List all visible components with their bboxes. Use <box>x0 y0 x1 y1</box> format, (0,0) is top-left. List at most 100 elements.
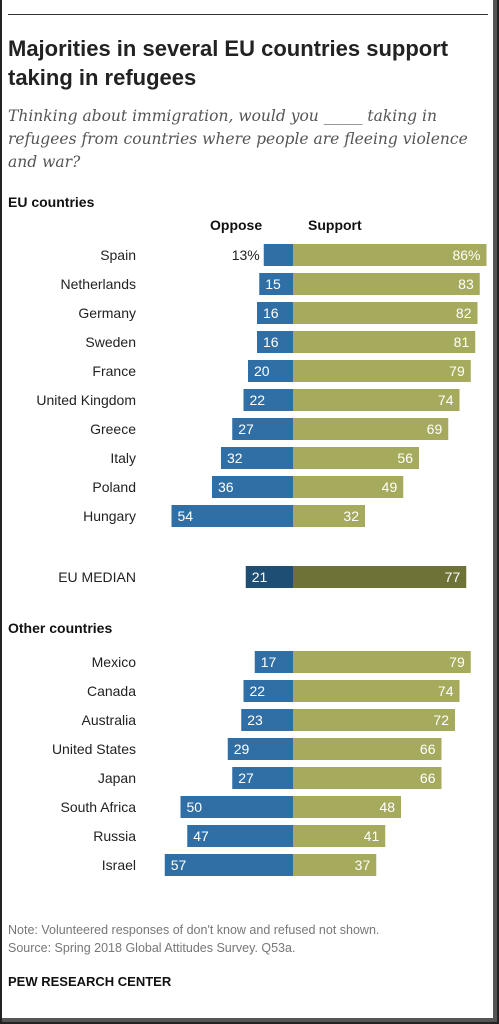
oppose-value-israel: 57 <box>171 857 187 873</box>
support-bar-hungary <box>293 505 365 527</box>
oppose-value-mexico: 17 <box>261 654 277 670</box>
oppose-value-russia: 47 <box>193 828 209 844</box>
row-label-germany: Germany <box>78 305 136 321</box>
oppose-bar-hungary <box>171 505 293 527</box>
support-value-hungary: 32 <box>343 508 359 524</box>
oppose-bar-netherlands <box>259 273 293 295</box>
support-value-netherlands: 83 <box>458 276 474 292</box>
support-bar-italy <box>293 447 419 469</box>
support-bar-eu-median <box>293 566 467 588</box>
oppose-bar-sweden <box>257 331 293 353</box>
row-label-united-states: United States <box>52 741 136 757</box>
support-value-mexico: 79 <box>449 654 465 670</box>
oppose-bar-greece <box>232 418 293 440</box>
support-bar-canada <box>293 680 460 702</box>
row-label-russia: Russia <box>93 828 136 844</box>
oppose-bar-poland <box>212 476 293 498</box>
diverging-bar-chart: Spain 13% 86% Netherlands 15 83 Germany 16 82 Swe… <box>36 244 487 876</box>
support-value-australia: 72 <box>433 712 449 728</box>
row-label-hungary: Hungary <box>83 508 136 524</box>
support-bar-netherlands <box>293 273 480 295</box>
support-bar-russia <box>293 825 386 847</box>
support-bar-united-kingdom <box>293 389 460 411</box>
oppose-value-hungary: 54 <box>178 508 194 524</box>
row-label-netherlands: Netherlands <box>61 276 137 292</box>
row-label-spain: Spain <box>100 247 136 263</box>
support-value-france: 79 <box>449 363 465 379</box>
support-value-sweden: 81 <box>454 334 470 350</box>
support-value-italy: 56 <box>397 450 413 466</box>
oppose-bar-japan <box>232 767 293 789</box>
support-bar-japan <box>293 767 442 789</box>
oppose-bar-israel <box>164 854 293 876</box>
section-heading-other: Other countries <box>8 620 113 636</box>
support-bar-greece <box>293 418 449 440</box>
support-value-south-africa: 48 <box>379 799 395 815</box>
oppose-value-united-kingdom: 22 <box>250 392 266 408</box>
support-bar-sweden <box>293 331 476 353</box>
row-label-canada: Canada <box>87 683 136 699</box>
row-label-france: France <box>92 363 136 379</box>
oppose-value-greece: 27 <box>238 421 254 437</box>
oppose-bar-italy <box>221 447 293 469</box>
support-value-germany: 82 <box>456 305 472 321</box>
oppose-value-eu-median: 21 <box>252 569 268 585</box>
row-label-south-africa: South Africa <box>61 799 137 815</box>
oppose-value-united-states: 29 <box>234 741 250 757</box>
support-bar-australia <box>293 709 455 731</box>
oppose-value-poland: 36 <box>218 479 234 495</box>
brand-label: PEW RESEARCH CENTER <box>8 974 172 989</box>
oppose-bar-canada <box>243 680 293 702</box>
oppose-value-france: 20 <box>254 363 270 379</box>
row-label-japan: Japan <box>98 770 136 786</box>
oppose-value-sweden: 16 <box>263 334 279 350</box>
oppose-bar-russia <box>187 825 293 847</box>
oppose-value-italy: 32 <box>227 450 243 466</box>
oppose-value-japan: 27 <box>238 770 254 786</box>
oppose-value-spain: 13% <box>232 247 260 263</box>
oppose-value-south-africa: 50 <box>187 799 203 815</box>
row-label-italy: Italy <box>110 450 136 466</box>
support-bar-germany <box>293 302 478 324</box>
support-value-poland: 49 <box>382 479 398 495</box>
section-heading-eu: EU countries <box>8 194 95 210</box>
column-heading-support: Support <box>308 217 362 233</box>
oppose-value-netherlands: 15 <box>265 276 281 292</box>
support-value-israel: 37 <box>355 857 371 873</box>
support-value-spain: 86% <box>452 247 480 263</box>
chart-title: Majorities in several EU countries suppo… <box>8 36 449 90</box>
oppose-bar-united-kingdom <box>243 389 293 411</box>
row-label-poland: Poland <box>92 479 136 495</box>
row-label-sweden: Sweden <box>85 334 136 350</box>
oppose-value-canada: 22 <box>250 683 266 699</box>
oppose-bar-germany <box>257 302 293 324</box>
support-bar-mexico <box>293 651 471 673</box>
oppose-bar-australia <box>241 709 293 731</box>
support-value-united-states: 66 <box>420 741 436 757</box>
top-rule <box>8 14 488 15</box>
oppose-bar-eu-median <box>245 566 293 588</box>
support-bar-united-states <box>293 738 442 760</box>
chart-subtitle: Thinking about immigration, would you __… <box>8 107 468 171</box>
support-value-united-kingdom: 74 <box>438 392 454 408</box>
oppose-value-australia: 23 <box>247 712 263 728</box>
support-bar-poland <box>293 476 404 498</box>
oppose-value-germany: 16 <box>263 305 279 321</box>
support-bar-south-africa <box>293 796 401 818</box>
row-label-greece: Greece <box>90 421 136 437</box>
support-bar-spain <box>293 244 487 266</box>
row-label-mexico: Mexico <box>92 654 137 670</box>
oppose-bar-south-africa <box>180 796 293 818</box>
column-heading-oppose: Oppose <box>210 217 263 233</box>
chart-source: Source: Spring 2018 Global Attitudes Sur… <box>8 941 296 955</box>
support-value-japan: 66 <box>420 770 436 786</box>
support-value-russia: 41 <box>364 828 380 844</box>
row-label-israel: Israel <box>102 857 136 873</box>
row-label-united-kingdom: United Kingdom <box>36 392 136 408</box>
row-label-australia: Australia <box>82 712 137 728</box>
oppose-bar-united-states <box>227 738 293 760</box>
support-bar-israel <box>293 854 377 876</box>
support-bar-france <box>293 360 471 382</box>
support-value-eu-median: 77 <box>445 569 461 585</box>
